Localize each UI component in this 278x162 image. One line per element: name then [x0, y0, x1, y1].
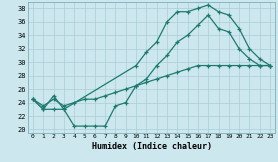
- X-axis label: Humidex (Indice chaleur): Humidex (Indice chaleur): [91, 142, 212, 151]
